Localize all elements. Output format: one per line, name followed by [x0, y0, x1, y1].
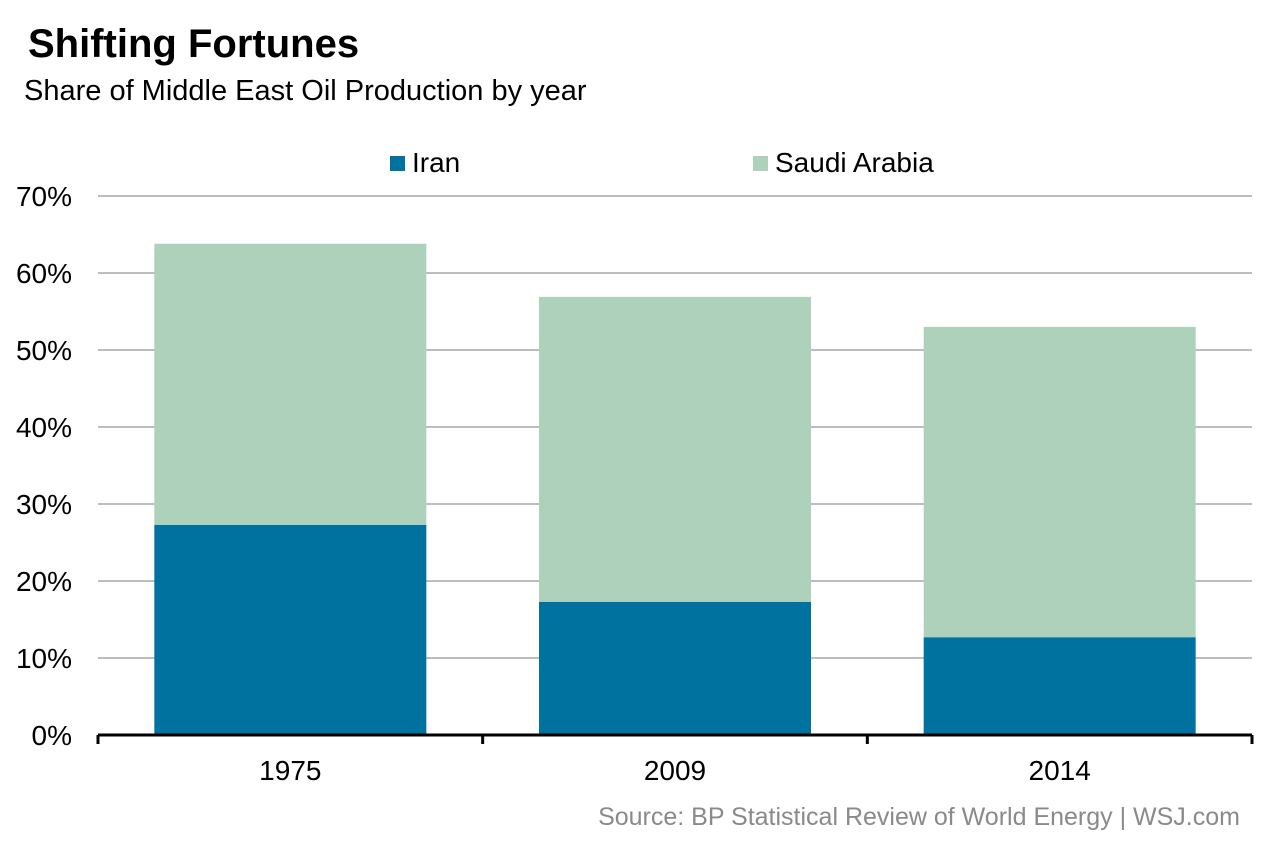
legend: Iran Saudi Arabia [0, 146, 1280, 180]
y-tick-label: 70% [16, 181, 72, 212]
legend-item-saudi-arabia: Saudi Arabia [753, 146, 934, 180]
bar-saudi-arabia-1975 [154, 243, 427, 525]
x-tick-label: 2009 [644, 755, 706, 786]
y-tick-label: 50% [16, 335, 72, 366]
bar-iran-1975 [154, 524, 427, 735]
y-tick-label: 20% [16, 566, 72, 597]
bar-saudi-arabia-2009 [539, 296, 811, 602]
chart-subtitle: Share of Middle East Oil Production by y… [24, 75, 587, 107]
chart-title: Shifting Fortunes [28, 22, 360, 66]
y-tick-label: 30% [16, 489, 72, 520]
x-tick-label: 2014 [1029, 755, 1091, 786]
y-tick-label: 0% [32, 720, 72, 751]
legend-item-iran: Iran [390, 146, 460, 180]
legend-label-iran: Iran [412, 147, 461, 178]
legend-swatch-saudi-arabia [753, 155, 768, 171]
axes: 0% 10% 20% 30% 40% 50% 60% 70% 1975 2009 2014 [16, 181, 1254, 786]
legend-swatch-iran [390, 155, 405, 171]
bar-saudi-arabia-2014 [923, 326, 1196, 638]
bar-iran-2009 [539, 601, 811, 735]
legend-label-saudi-arabia: Saudi Arabia [775, 147, 934, 178]
bars [154, 243, 1196, 735]
source-note: Source: BP Statistical Review of World E… [598, 803, 1240, 831]
y-tick-label: 40% [16, 412, 72, 443]
x-tick-label: 1975 [259, 755, 321, 786]
bar-iran-2014 [923, 637, 1196, 735]
y-tick-label: 10% [16, 643, 72, 674]
y-tick-label: 60% [16, 258, 72, 289]
